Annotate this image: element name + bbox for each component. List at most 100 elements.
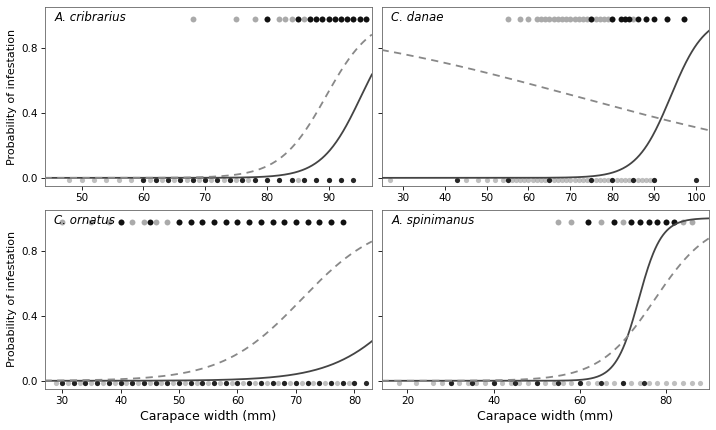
Point: [127, 379, 138, 386]
Y-axis label: Probability of infestation: Probability of infestation: [7, 231, 17, 368]
Point: [156, 379, 168, 386]
Point: [574, 379, 586, 386]
Point: [208, 219, 220, 226]
Point: [212, 176, 223, 183]
Point: [243, 219, 255, 226]
X-axis label: Carapace width (mm): Carapace width (mm): [140, 410, 276, 423]
Point: [314, 379, 325, 386]
Point: [286, 176, 297, 183]
Point: [220, 219, 231, 226]
Point: [619, 16, 631, 23]
Point: [643, 379, 654, 386]
Point: [137, 176, 149, 183]
Point: [232, 379, 243, 386]
Point: [185, 379, 196, 386]
Point: [274, 176, 285, 183]
Point: [354, 16, 365, 23]
Point: [561, 16, 572, 23]
Point: [686, 379, 697, 386]
Point: [644, 176, 656, 183]
Point: [236, 176, 248, 183]
Point: [203, 379, 214, 386]
Point: [302, 219, 314, 226]
Point: [214, 379, 226, 386]
Point: [255, 219, 266, 226]
Point: [527, 176, 538, 183]
Point: [299, 176, 310, 183]
Point: [290, 219, 301, 226]
Point: [617, 379, 629, 386]
Point: [523, 16, 534, 23]
Point: [348, 176, 359, 183]
Point: [173, 219, 185, 226]
Point: [144, 176, 155, 183]
Point: [109, 379, 120, 386]
Point: [273, 379, 284, 386]
Point: [453, 379, 465, 386]
Point: [311, 176, 322, 183]
Point: [64, 176, 75, 183]
Point: [606, 176, 618, 183]
Point: [255, 379, 266, 386]
Point: [57, 379, 68, 386]
Point: [506, 176, 518, 183]
Point: [639, 379, 650, 386]
Point: [643, 219, 654, 226]
Point: [232, 219, 243, 226]
Point: [634, 379, 646, 386]
Point: [92, 379, 103, 386]
Point: [103, 379, 115, 386]
Point: [335, 16, 347, 23]
Point: [125, 176, 137, 183]
Point: [323, 16, 334, 23]
Point: [218, 176, 229, 183]
Point: [185, 219, 196, 226]
Point: [100, 176, 112, 183]
Point: [163, 176, 174, 183]
Point: [138, 379, 150, 386]
Point: [220, 379, 231, 386]
Point: [224, 176, 236, 183]
Point: [561, 176, 572, 183]
Point: [548, 379, 560, 386]
Point: [162, 219, 173, 226]
Point: [565, 176, 576, 183]
Point: [677, 219, 689, 226]
Point: [299, 16, 310, 23]
Point: [649, 176, 660, 183]
Point: [74, 379, 85, 386]
Point: [302, 379, 314, 386]
Point: [505, 379, 516, 386]
Point: [193, 176, 205, 183]
Point: [279, 219, 290, 226]
Point: [97, 379, 109, 386]
Point: [175, 176, 186, 183]
Point: [594, 16, 606, 23]
Point: [577, 16, 589, 23]
Point: [586, 16, 597, 23]
Point: [626, 219, 637, 226]
Point: [168, 379, 179, 386]
Point: [325, 219, 337, 226]
Point: [678, 16, 690, 23]
Point: [212, 176, 223, 183]
Point: [523, 176, 534, 183]
Point: [113, 176, 125, 183]
Point: [208, 219, 220, 226]
Point: [590, 176, 601, 183]
Point: [591, 379, 603, 386]
Point: [640, 16, 652, 23]
Point: [640, 16, 652, 23]
Point: [138, 379, 150, 386]
Point: [609, 219, 620, 226]
Point: [311, 16, 322, 23]
Point: [314, 379, 325, 386]
Point: [286, 16, 297, 23]
Point: [553, 219, 564, 226]
Point: [62, 379, 74, 386]
Point: [249, 176, 261, 183]
Point: [200, 176, 211, 183]
Point: [617, 219, 629, 226]
Point: [311, 176, 322, 183]
Point: [302, 379, 314, 386]
